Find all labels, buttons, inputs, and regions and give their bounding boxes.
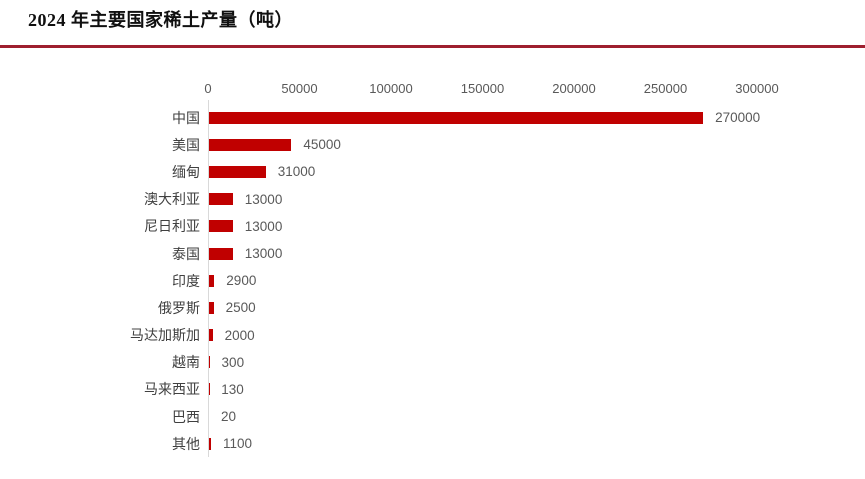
bar bbox=[209, 138, 292, 151]
chart-row: 缅甸 31000 bbox=[0, 158, 865, 185]
bar bbox=[209, 356, 210, 369]
chart-row: 尼日利亚 13000 bbox=[0, 213, 865, 240]
chart-row: 越南 300 bbox=[0, 349, 865, 376]
x-tick-label: 0 bbox=[204, 81, 212, 96]
category-label: 巴西 bbox=[172, 408, 200, 425]
value-label: 2000 bbox=[224, 327, 255, 343]
bar bbox=[209, 274, 215, 287]
x-tick-label: 100000 bbox=[369, 81, 413, 96]
chart-row: 马来西亚 130 bbox=[0, 376, 865, 403]
bar-area: 31000 bbox=[209, 164, 315, 179]
bar-area: 20 bbox=[209, 409, 236, 424]
page-title: 2024 年主要国家稀土产量（吨） bbox=[28, 10, 293, 30]
category-label: 越南 bbox=[172, 354, 200, 371]
chart-row: 巴西 20 bbox=[0, 403, 865, 430]
bar-area: 13000 bbox=[209, 192, 282, 207]
bar bbox=[209, 193, 233, 206]
value-label: 300 bbox=[221, 354, 245, 370]
value-label: 13000 bbox=[244, 246, 283, 262]
bar-area: 300 bbox=[209, 355, 244, 370]
category-label: 澳大利亚 bbox=[144, 191, 200, 208]
value-label: 20 bbox=[221, 409, 237, 425]
value-label: 130 bbox=[221, 381, 244, 397]
chart-row: 中国 270000 bbox=[0, 104, 865, 131]
x-tick-label: 200000 bbox=[552, 81, 596, 96]
bar bbox=[209, 247, 233, 260]
chart-row: 美国 45000 bbox=[0, 131, 865, 158]
value-label: 270000 bbox=[715, 110, 761, 126]
bar-area: 270000 bbox=[209, 110, 760, 125]
x-tick-label: 300000 bbox=[735, 81, 779, 96]
chart-row: 印度 2900 bbox=[0, 267, 865, 294]
bar-area: 2000 bbox=[209, 328, 255, 343]
value-label: 2500 bbox=[225, 300, 256, 316]
category-label: 印度 bbox=[172, 272, 200, 289]
y-axis-line bbox=[208, 100, 209, 457]
chart-rows: 中国 270000 美国 45000 缅甸 31000 澳大利亚 13000 尼日利亚 13000… bbox=[0, 104, 865, 457]
value-label: 1100 bbox=[223, 436, 253, 452]
category-label: 俄罗斯 bbox=[158, 299, 200, 316]
chart-row: 俄罗斯 2500 bbox=[0, 294, 865, 321]
value-label: 2900 bbox=[226, 273, 257, 289]
value-label: 13000 bbox=[244, 218, 283, 234]
category-label: 泰国 bbox=[172, 245, 200, 262]
category-label: 中国 bbox=[172, 109, 200, 126]
x-tick-label: 250000 bbox=[643, 81, 688, 96]
x-tick-label: 50000 bbox=[281, 81, 318, 96]
bar-area: 2500 bbox=[209, 300, 256, 315]
bar bbox=[209, 220, 233, 233]
chart-row: 马达加斯加 2000 bbox=[0, 322, 865, 349]
bar-area: 1100 bbox=[209, 436, 252, 451]
bar bbox=[209, 437, 211, 450]
bar bbox=[209, 301, 214, 314]
category-label: 其他 bbox=[172, 435, 200, 452]
bar-area: 13000 bbox=[209, 219, 282, 234]
bar bbox=[209, 165, 266, 178]
chart-row: 澳大利亚 13000 bbox=[0, 186, 865, 213]
bar bbox=[209, 329, 213, 342]
x-tick-label: 150000 bbox=[460, 81, 505, 96]
bar-area: 130 bbox=[209, 382, 244, 397]
bar-area: 13000 bbox=[209, 246, 282, 261]
bar bbox=[209, 111, 704, 124]
chart-row: 其他 1100 bbox=[0, 430, 865, 457]
value-label: 13000 bbox=[244, 191, 283, 207]
chart-row: 泰国 13000 bbox=[0, 240, 865, 267]
category-label: 马来西亚 bbox=[144, 381, 200, 398]
title-divider bbox=[0, 45, 865, 48]
category-label: 马达加斯加 bbox=[130, 327, 200, 344]
bar-area: 45000 bbox=[209, 137, 341, 152]
category-label: 尼日利亚 bbox=[144, 218, 200, 235]
category-label: 美国 bbox=[172, 136, 200, 153]
category-label: 缅甸 bbox=[172, 163, 200, 180]
x-axis: 0 50000 100000 150000 200000 250000 300000 bbox=[0, 81, 865, 97]
value-label: 45000 bbox=[303, 137, 341, 153]
value-label: 31000 bbox=[277, 164, 316, 180]
bar-area: 2900 bbox=[209, 273, 256, 288]
